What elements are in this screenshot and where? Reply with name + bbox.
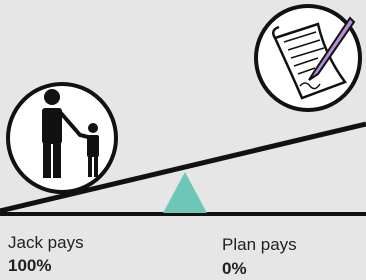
page: Jack pays 100% Plan pays 0% (() => { con… — [0, 0, 366, 280]
document-icon — [256, 6, 360, 110]
left-amount: 100% — [8, 256, 51, 275]
seesaw-illustration: Jack pays 100% Plan pays 0% — [0, 0, 366, 280]
right-label: Plan pays — [222, 235, 297, 254]
family-icon — [8, 84, 116, 192]
left-label: Jack pays — [8, 233, 84, 252]
right-amount: 0% — [222, 259, 247, 278]
